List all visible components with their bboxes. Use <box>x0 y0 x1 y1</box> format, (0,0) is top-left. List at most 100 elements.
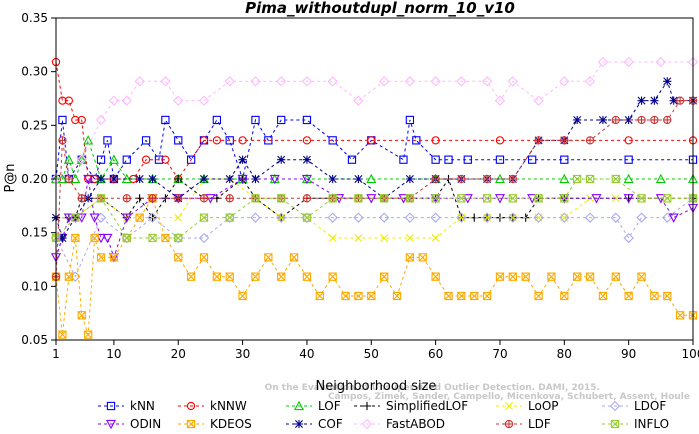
data-point <box>301 76 313 87</box>
legend-swatch-marker <box>106 401 116 411</box>
x-tick-label: 50 <box>364 347 379 361</box>
legend-label: KDEOS <box>210 417 252 431</box>
data-point <box>573 115 582 125</box>
data-point <box>148 194 157 203</box>
data-point <box>380 234 389 243</box>
legend-item: kNNW <box>178 399 247 413</box>
data-point <box>277 194 286 203</box>
data-point <box>623 173 634 184</box>
data-point <box>148 174 157 184</box>
series-line <box>56 178 693 239</box>
legend-swatch-marker <box>609 400 621 412</box>
data-point <box>354 194 363 203</box>
data-point <box>96 174 106 184</box>
data-point <box>495 272 505 281</box>
data-point <box>655 56 667 68</box>
data-point <box>463 155 472 164</box>
data-point <box>482 194 492 203</box>
legend-item: INFLO <box>602 417 669 431</box>
data-point <box>64 96 74 105</box>
data-point <box>430 212 441 223</box>
data-point <box>341 291 350 301</box>
data-point <box>64 272 74 281</box>
data-point <box>89 213 100 223</box>
data-point <box>63 154 74 164</box>
legend-item: FastABOD <box>354 417 445 431</box>
data-point <box>611 194 620 203</box>
x-tick-label: 90 <box>621 347 636 361</box>
data-point <box>624 115 633 125</box>
data-point <box>199 174 209 184</box>
data-point <box>251 115 260 125</box>
data-point <box>392 291 402 301</box>
data-point <box>186 272 196 281</box>
x-tick-label: 80 <box>557 347 572 361</box>
data-point <box>457 174 466 184</box>
data-point <box>495 155 505 164</box>
data-point <box>225 174 234 184</box>
data-point <box>134 76 145 87</box>
data-point <box>58 136 67 145</box>
data-point <box>238 155 247 164</box>
legend-label: INFLO <box>634 417 669 431</box>
legend-label: ODIN <box>130 417 161 431</box>
data-point <box>650 115 659 125</box>
data-point <box>212 272 222 281</box>
data-point <box>302 136 312 145</box>
legend-item: KDEOS <box>178 417 252 431</box>
data-point <box>96 233 107 244</box>
data-point <box>102 233 113 244</box>
legend-swatch-marker <box>186 419 196 429</box>
legend-swatch-marker <box>293 400 305 411</box>
data-point <box>404 212 416 223</box>
data-point <box>456 76 467 87</box>
legend-label: kNNW <box>210 399 247 413</box>
x-axis-label: Neighborhood size <box>316 379 437 394</box>
data-point <box>611 115 620 125</box>
legend-label: LDOF <box>634 399 666 413</box>
data-point <box>109 174 119 184</box>
data-point <box>431 155 440 164</box>
data-point <box>611 272 620 281</box>
data-point <box>533 95 544 106</box>
data-point <box>76 154 87 164</box>
data-point <box>237 174 248 185</box>
data-point <box>141 155 151 164</box>
legend-label: LDF <box>528 417 551 431</box>
data-point <box>611 174 620 184</box>
legend-swatch-marker <box>362 401 372 411</box>
data-point <box>264 253 273 262</box>
data-point <box>508 272 517 281</box>
legend-item: LDF <box>496 417 551 431</box>
data-point <box>534 291 543 301</box>
data-point <box>250 76 261 87</box>
series-ldf <box>51 96 698 281</box>
data-point <box>160 76 171 87</box>
data-point <box>380 194 389 203</box>
data-point <box>431 194 440 203</box>
data-point <box>96 155 106 164</box>
legend-label: SimplifiedLOF <box>386 399 468 413</box>
data-point <box>121 95 132 106</box>
data-point <box>637 272 646 281</box>
data-point <box>444 155 453 164</box>
x-tick-label: 100 <box>682 347 699 361</box>
data-point <box>650 291 659 301</box>
data-point <box>58 330 67 339</box>
data-point <box>623 56 634 68</box>
data-point <box>669 96 678 105</box>
x-tick-label: 10 <box>106 347 121 361</box>
data-point <box>559 76 570 87</box>
data-point <box>122 233 131 243</box>
data-point <box>58 115 67 125</box>
data-point <box>238 136 247 145</box>
data-point <box>462 194 473 204</box>
data-point <box>174 233 183 243</box>
data-point <box>315 291 324 301</box>
plot-area <box>50 56 699 339</box>
data-point <box>598 115 608 125</box>
data-point <box>174 213 183 222</box>
data-point <box>405 174 414 184</box>
data-point <box>77 194 86 203</box>
